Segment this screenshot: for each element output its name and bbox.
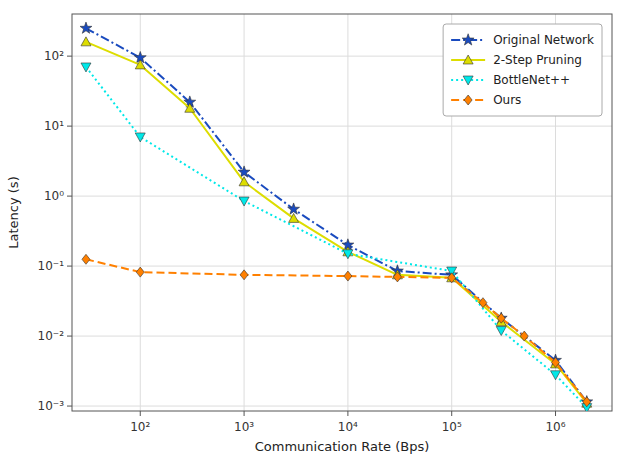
grid-line [140,14,141,411]
legend-marker [462,34,474,45]
plot-background [72,14,612,411]
series-line [86,42,587,403]
tick-label: 10⁻¹ [38,259,65,273]
data-point [288,203,300,214]
data-point [289,213,299,222]
grid-line [72,266,612,267]
tick [140,411,141,416]
data-point [240,270,248,280]
tick-label: 10⁻³ [38,399,65,413]
data-point [552,357,560,367]
grid-line [244,14,245,411]
grid-line [72,336,612,337]
y-axis-label: Latency (s) [6,176,21,248]
legend: Original Network 2-Step Pruning BottleNet+… [443,24,602,116]
data-point [479,298,487,308]
grid [72,14,612,411]
series-line [86,67,587,408]
data-point [81,37,91,46]
series-line [86,259,587,402]
grid-line [347,14,348,411]
tick-label: 10⁴ [338,420,358,434]
series [80,22,593,407]
tick-label: 10⁰ [44,189,64,203]
legend-marker [463,55,473,64]
legend-item: Ours [451,93,521,107]
tick [67,196,72,197]
tick [347,411,348,416]
legend-label: 2-Step Pruning [493,53,582,67]
legend-label: Original Network [493,33,594,47]
series [82,254,591,407]
data-point [239,177,249,186]
data-point [185,103,195,112]
legend-label: BottleNet++ [493,73,570,87]
data-point [135,60,145,69]
tick [67,126,72,127]
legend-marker [463,76,473,85]
data-point [520,331,528,341]
tick-label: 10³ [234,420,254,434]
legend-item: BottleNet++ [451,73,570,87]
data-point [82,254,90,264]
tick [67,336,72,337]
tick-label: 10¹ [44,119,64,133]
axes: 10² 10³ 10⁴ 10⁵ 10⁶ 10⁻³ 10⁻² 10⁻¹ 10⁰ 10¹ 10² [38,14,612,434]
tick-label: 10² [44,49,64,63]
tick [67,266,72,267]
legend-marker [464,95,472,105]
tick [451,411,452,416]
data-point [136,267,144,277]
data-point [583,397,591,407]
legend-box [443,24,602,116]
legend-item: 2-Step Pruning [451,53,582,67]
data-point [344,271,352,281]
grid-line [72,406,612,407]
data-point [81,63,91,72]
legend-item: Original Network [451,33,594,47]
tick-label: 10⁶ [545,420,565,434]
tick [244,411,245,416]
tick-label: 10⁻² [38,329,65,343]
tick [67,406,72,407]
data-point [551,371,561,380]
plot-frame [72,14,612,411]
chart: 10² 10³ 10⁴ 10⁵ 10⁶ 10⁻³ 10⁻² 10⁻¹ 10⁰ 10¹ 10² Comm… [0,0,626,463]
grid-line [72,196,612,197]
data-point [496,327,506,336]
data-point [239,197,249,206]
x-axis-label: Communication Rate (Bps) [255,439,430,454]
series [81,37,592,407]
grid-line [72,126,612,127]
data-point [135,133,145,142]
tick-label: 10² [130,420,150,434]
tick-label: 10⁵ [442,420,462,434]
data-point [497,313,505,323]
tick [555,411,556,416]
data-point [448,273,456,283]
data-area [80,22,593,411]
data-point [343,250,353,259]
tick [67,56,72,57]
data-point [80,22,92,33]
legend-label: Ours [493,93,521,107]
data-point [393,272,401,282]
